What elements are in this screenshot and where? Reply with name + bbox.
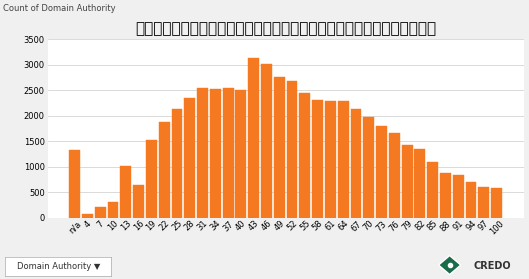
Bar: [415, 149, 425, 218]
Bar: [325, 101, 336, 218]
Bar: [312, 100, 323, 218]
Bar: [235, 90, 247, 218]
Bar: [299, 93, 311, 218]
Bar: [427, 162, 438, 218]
Bar: [402, 145, 413, 218]
Bar: [338, 101, 349, 218]
Polygon shape: [439, 256, 461, 275]
Bar: [184, 98, 195, 218]
Title: 大手新興企業にリンクしている全ドメインのドメインオーソリティの分布: 大手新興企業にリンクしている全ドメインのドメインオーソリティの分布: [135, 21, 436, 37]
Bar: [171, 109, 183, 218]
Bar: [466, 182, 477, 218]
Bar: [248, 58, 259, 218]
Bar: [287, 81, 297, 218]
Bar: [197, 88, 208, 218]
Bar: [210, 89, 221, 218]
Text: Count of Domain Authority: Count of Domain Authority: [3, 4, 115, 13]
Bar: [363, 117, 374, 218]
Bar: [453, 175, 464, 218]
Bar: [223, 88, 234, 218]
Bar: [440, 173, 451, 218]
Bar: [159, 122, 170, 218]
Bar: [376, 126, 387, 218]
Bar: [261, 64, 272, 218]
Bar: [69, 150, 80, 218]
Bar: [351, 109, 361, 218]
Bar: [95, 207, 106, 218]
Bar: [478, 187, 489, 218]
Bar: [133, 185, 144, 218]
Bar: [121, 166, 131, 218]
Bar: [491, 188, 502, 218]
Text: CREDO: CREDO: [473, 261, 511, 271]
Bar: [107, 202, 118, 218]
Bar: [274, 77, 285, 218]
Bar: [82, 214, 93, 218]
Bar: [389, 133, 400, 218]
Text: Domain Authority ▼: Domain Authority ▼: [16, 262, 100, 271]
Bar: [146, 140, 157, 218]
